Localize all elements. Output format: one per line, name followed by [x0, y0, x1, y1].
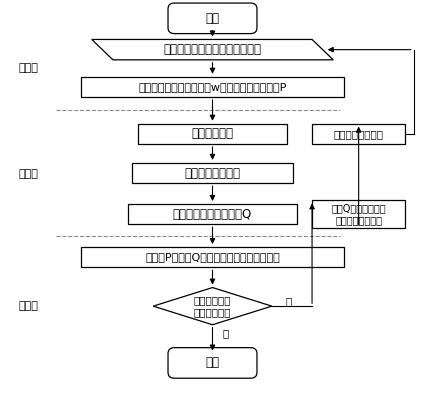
Text: 对集合P与集合Q进行归一化多维互信息计算: 对集合P与集合Q进行归一化多维互信息计算 [145, 252, 280, 262]
Text: 步骤一: 步骤一 [18, 63, 38, 73]
Text: 进行克隆增殖: 进行克隆增殖 [192, 127, 233, 140]
Bar [81, 247, 344, 267]
Polygon shape [153, 288, 272, 325]
Text: 进行高频变异操作: 进行高频变异操作 [184, 167, 241, 180]
Bar [139, 124, 286, 144]
Text: 选出最佳个体组成集合Q: 选出最佳个体组成集合Q [173, 208, 252, 220]
Bar [132, 163, 293, 183]
Text: 否: 否 [286, 296, 292, 307]
Text: 低适应值个体替换: 低适应值个体替换 [334, 129, 384, 139]
FancyBboxPatch shape [168, 3, 257, 33]
Bar [312, 200, 405, 228]
Text: 根据个体适应值大小选出w个最佳个体组成集合P: 根据个体适应值大小选出w个最佳个体组成集合P [138, 82, 287, 92]
Text: 是: 是 [222, 329, 228, 338]
Text: 读入高光谱图像，生成初始集合: 读入高光谱图像，生成初始集合 [164, 43, 261, 56]
Text: 结束: 结束 [206, 356, 219, 369]
Text: 计算结果是否
达到阈值要求: 计算结果是否 达到阈值要求 [194, 296, 231, 317]
Bar [312, 124, 405, 144]
Text: 开始: 开始 [206, 12, 219, 25]
Text: 步骤三: 步骤三 [18, 301, 38, 311]
Bar [128, 204, 297, 224]
Text: 步骤二: 步骤二 [18, 169, 38, 179]
Polygon shape [92, 39, 333, 60]
Text: 集合Q代替初始集合
中的低适应值个体: 集合Q代替初始集合 中的低适应值个体 [332, 203, 386, 225]
FancyBboxPatch shape [168, 348, 257, 378]
Bar [81, 77, 344, 97]
